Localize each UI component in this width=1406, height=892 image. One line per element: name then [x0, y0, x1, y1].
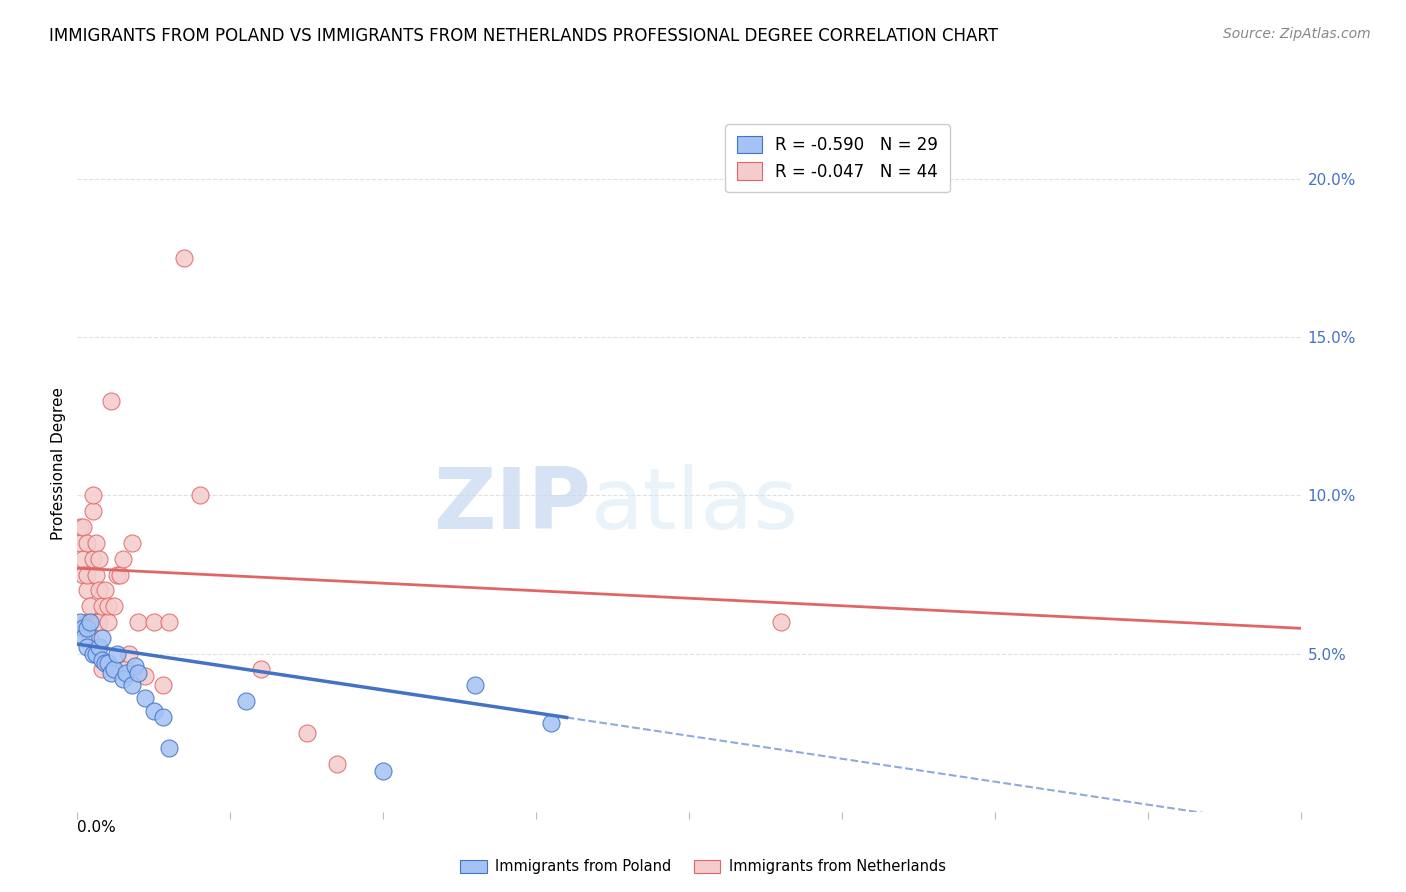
Point [94, 583, 117, 598]
Point [100, 393, 122, 408]
Point [326, 757, 349, 772]
Point [90, 662, 112, 676]
Point [128, 665, 150, 680]
Text: IMMIGRANTS FROM POLAND VS IMMIGRANTS FROM NETHERLANDS PROFESSIONAL DEGREE CORREL: IMMIGRANTS FROM POLAND VS IMMIGRANTS FRO… [49, 27, 998, 45]
Point [84, 647, 107, 661]
Point [142, 704, 165, 718]
Point [82, 551, 104, 566]
Point [72, 567, 94, 582]
Point [112, 551, 135, 566]
Text: 0.0%: 0.0% [77, 820, 117, 835]
Point [97, 615, 120, 629]
Point [188, 488, 211, 502]
Point [103, 662, 125, 676]
Text: atlas: atlas [591, 464, 799, 547]
Point [79, 599, 101, 614]
Point [121, 536, 143, 550]
Point [76, 621, 98, 635]
Point [769, 615, 792, 629]
Point [90, 631, 112, 645]
Point [82, 488, 104, 502]
Point [108, 567, 131, 582]
Point [69, 615, 91, 629]
Point [87, 615, 110, 629]
Point [72, 631, 94, 645]
Point [134, 669, 156, 683]
Point [76, 615, 98, 629]
Legend: Immigrants from Poland, Immigrants from Netherlands: Immigrants from Poland, Immigrants from … [454, 854, 952, 880]
Point [134, 690, 156, 705]
Point [90, 653, 112, 667]
Point [250, 662, 273, 676]
Point [87, 640, 110, 655]
Point [124, 659, 146, 673]
Point [115, 662, 138, 676]
Point [72, 520, 94, 534]
Point [84, 567, 107, 582]
Y-axis label: Professional Degree: Professional Degree [51, 387, 66, 541]
Text: Source: ZipAtlas.com: Source: ZipAtlas.com [1223, 27, 1371, 41]
Point [112, 672, 135, 686]
Point [152, 710, 174, 724]
Point [115, 665, 138, 680]
Point [87, 583, 110, 598]
Point [72, 621, 94, 635]
Point [72, 551, 94, 566]
Point [76, 536, 98, 550]
Point [69, 520, 91, 534]
Legend: R = -0.590   N = 29, R = -0.047   N = 44: R = -0.590 N = 29, R = -0.047 N = 44 [725, 124, 949, 193]
Point [87, 551, 110, 566]
Point [76, 583, 98, 598]
Point [142, 615, 165, 629]
Point [464, 678, 486, 692]
Point [84, 615, 107, 629]
Text: ZIP: ZIP [433, 464, 591, 547]
Point [105, 647, 128, 661]
Point [105, 567, 128, 582]
Point [69, 536, 91, 550]
Point [82, 647, 104, 661]
Point [100, 665, 122, 680]
Point [118, 647, 141, 661]
Point [371, 764, 394, 778]
Point [295, 725, 318, 739]
Point [173, 252, 195, 266]
Point [121, 678, 143, 692]
Point [157, 615, 180, 629]
Point [79, 615, 101, 629]
Point [97, 656, 120, 670]
Point [540, 716, 562, 731]
Point [103, 599, 125, 614]
Point [152, 678, 174, 692]
Point [157, 741, 180, 756]
Point [235, 694, 257, 708]
Point [76, 640, 98, 655]
Point [82, 504, 104, 518]
Point [94, 656, 117, 670]
Point [90, 599, 112, 614]
Point [76, 567, 98, 582]
Point [84, 536, 107, 550]
Point [128, 615, 150, 629]
Point [97, 599, 120, 614]
Point [79, 631, 101, 645]
